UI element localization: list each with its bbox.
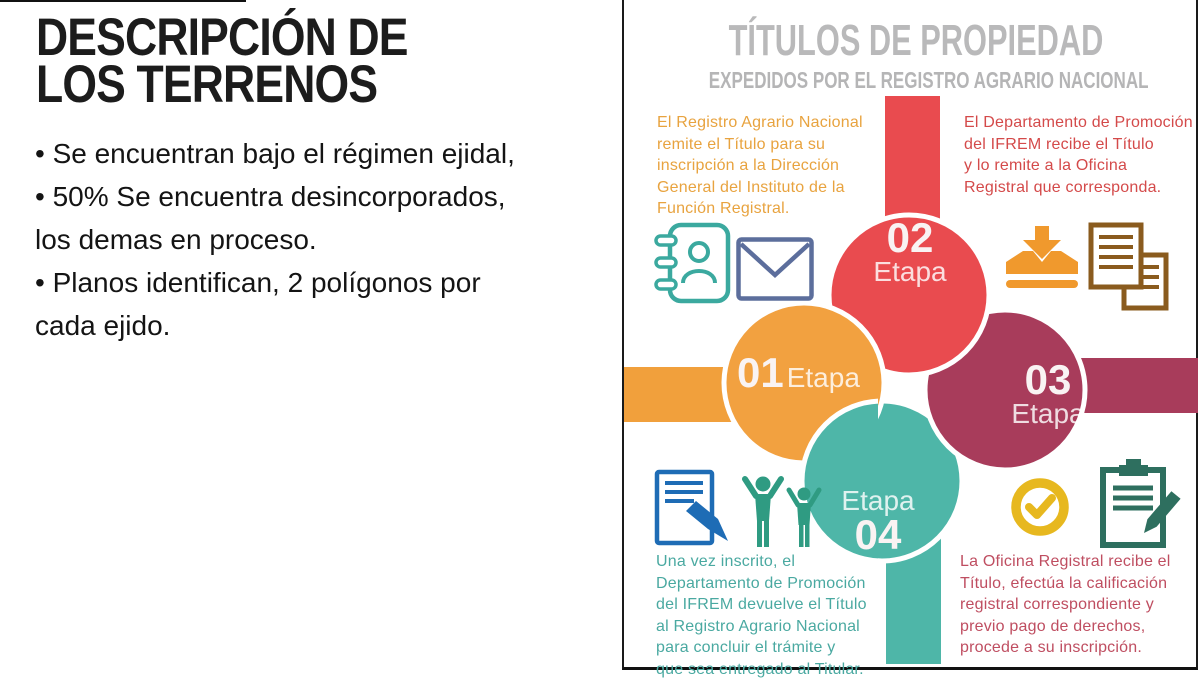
slide-frame-line bbox=[0, 0, 246, 2]
stage-02-label: 02 Etapa bbox=[873, 214, 947, 287]
stage-02-number: 02 bbox=[886, 214, 934, 261]
bullet-list: • Se encuentran bajo el régimen ejidal, … bbox=[35, 138, 515, 341]
infographic-subtitle: EXPEDIDOS POR EL REGISTRO AGRARIO NACION… bbox=[708, 67, 1149, 93]
page-title: DESCRIPCIÓN DE LOS TERRENOS bbox=[36, 8, 409, 114]
stage-01-number: 01 bbox=[737, 349, 784, 396]
note-stage-04: Una vez inscrito, el Departamento de Pro… bbox=[656, 553, 867, 678]
note-stage-01: El Registro Agrario Nacional remite el T… bbox=[657, 114, 863, 217]
infographic-title: TÍTULOS DE PROPIEDAD bbox=[728, 16, 1104, 65]
clipboard-pencil-icon bbox=[1100, 459, 1181, 548]
documents-icon bbox=[1088, 222, 1169, 311]
envelope-icon bbox=[736, 237, 814, 301]
stage-03-number: 03 bbox=[1024, 356, 1072, 403]
stage-04-number: 04 bbox=[854, 511, 902, 558]
stage-03-label: 03 Etapa bbox=[1011, 356, 1085, 429]
check-badge-icon bbox=[1011, 478, 1069, 536]
infographic-panel: TÍTULOS DE PROPIEDAD EXPEDIDOS POR EL RE… bbox=[622, 0, 1198, 678]
inbox-receive-icon bbox=[1006, 226, 1078, 288]
stage-01-label: 01 Etapa bbox=[737, 349, 860, 396]
stage-circles-graphic bbox=[624, 96, 1198, 664]
note-stage-02: El Departamento de Promoción del IFREM r… bbox=[964, 114, 1193, 196]
people-celebrating-icon bbox=[742, 476, 822, 547]
stage-04-label: Etapa 04 bbox=[841, 485, 915, 558]
contact-book-icon bbox=[654, 222, 731, 304]
document-pen-icon bbox=[654, 469, 728, 546]
note-stage-03: La Oficina Registral recibe el Título, e… bbox=[960, 553, 1171, 656]
stage-04-circle-overlap bbox=[799, 398, 878, 564]
